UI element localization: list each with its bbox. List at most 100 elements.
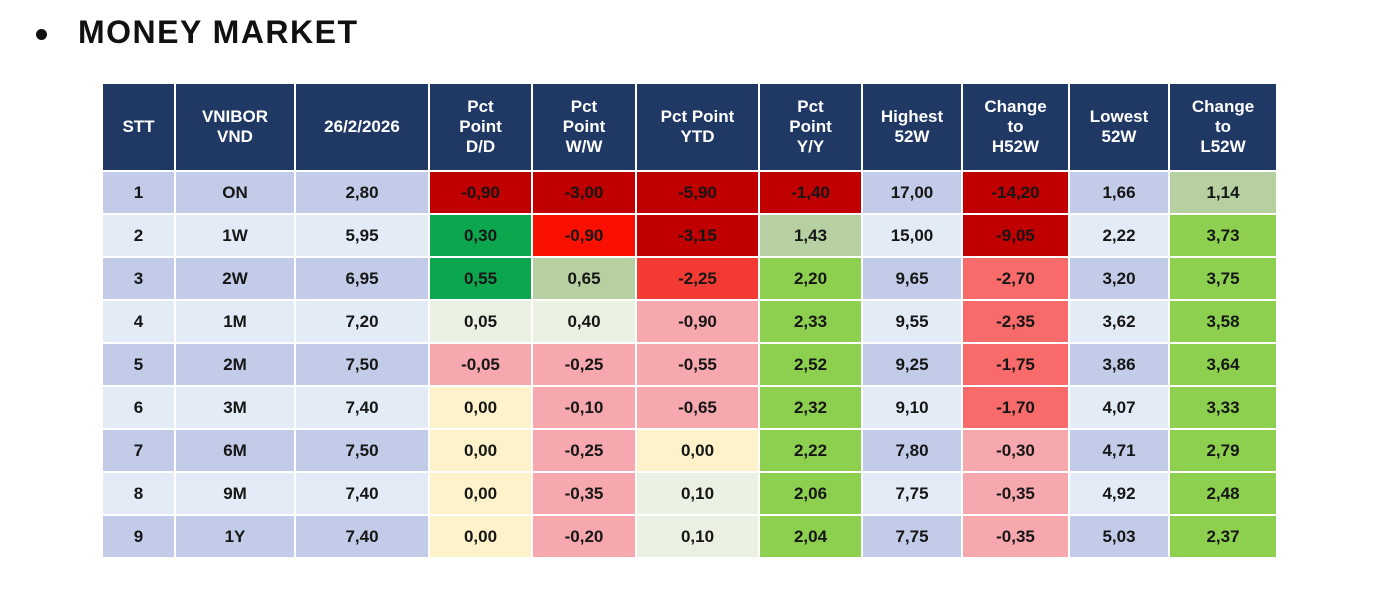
table-cell: 0,10 [637,516,758,557]
table-cell: -1,70 [963,387,1068,428]
table-cell: 7,75 [863,516,961,557]
table-cell: 3,86 [1070,344,1168,385]
table-cell: 2,06 [760,473,861,514]
column-header-ww: Pct Point W/W [533,84,635,170]
table-cell: 7,40 [296,473,428,514]
table-cell: -0,90 [430,172,531,213]
table-cell: 0,40 [533,301,635,342]
table-cell: -14,20 [963,172,1068,213]
table-cell: -0,90 [637,301,758,342]
table-cell: 0,00 [430,473,531,514]
table-cell: 3,75 [1170,258,1276,299]
column-header-l52: Lowest 52W [1070,84,1168,170]
table-cell: 17,00 [863,172,961,213]
table-cell: 2,22 [760,430,861,471]
column-header-yy: Pct Point Y/Y [760,84,861,170]
table-cell: 0,00 [430,387,531,428]
table-cell: -0,25 [533,344,635,385]
table-cell: 3,64 [1170,344,1276,385]
table-cell: 3 [103,258,174,299]
table-cell: 15,00 [863,215,961,256]
table-cell: 1,14 [1170,172,1276,213]
table-row: 6 3M 7,40 0,00 -0,10 -0,65 2,32 9,10 -1,70 4,07 3,… [103,387,1276,428]
table-row: 4 1M 7,20 0,05 0,40 -0,90 2,33 9,55 -2,35 3,62 3,5… [103,301,1276,342]
table-row: 2 1W 5,95 0,30 -0,90 -3,15 1,43 15,00 -9,05 2,22 3… [103,215,1276,256]
table-cell: 2,04 [760,516,861,557]
table-cell: 6 [103,387,174,428]
table-cell: -0,35 [963,516,1068,557]
table-cell: 4,07 [1070,387,1168,428]
table-cell: -0,55 [637,344,758,385]
table-cell: 1 [103,172,174,213]
table-cell: 1M [176,301,294,342]
table-cell: -0,35 [963,473,1068,514]
table-cell: -0,35 [533,473,635,514]
table-cell: 9,55 [863,301,961,342]
table-cell: 3,20 [1070,258,1168,299]
table-cell: 0,00 [430,430,531,471]
table-cell: -3,00 [533,172,635,213]
table-cell: -0,25 [533,430,635,471]
table-cell: 2M [176,344,294,385]
table-cell: -1,75 [963,344,1068,385]
section-title-row: MONEY MARKET [36,14,359,51]
table-cell: -9,05 [963,215,1068,256]
table-cell: 7,50 [296,430,428,471]
header-row: STT VNIBOR VND 26/2/2026 Pct Point D/D Pct P… [103,84,1276,170]
table-row: 9 1Y 7,40 0,00 -0,20 0,10 2,04 7,75 -0,35 5,03 2,3… [103,516,1276,557]
table-cell: 4,71 [1070,430,1168,471]
column-header-date: 26/2/2026 [296,84,428,170]
table-row: 1 ON 2,80 -0,90 -3,00 -5,90 -1,40 17,00 -14,20 1,… [103,172,1276,213]
table-cell: 3,33 [1170,387,1276,428]
column-header-ytd: Pct Point YTD [637,84,758,170]
table-row: 5 2M 7,50 -0,05 -0,25 -0,55 2,52 9,25 -1,75 3,86 3… [103,344,1276,385]
page-title: MONEY MARKET [78,14,359,50]
table-cell: 9,10 [863,387,961,428]
table-cell: 2,20 [760,258,861,299]
table-cell: 8 [103,473,174,514]
table-cell: 4 [103,301,174,342]
table-cell: 2W [176,258,294,299]
table-cell: 2,48 [1170,473,1276,514]
table-cell: 0,05 [430,301,531,342]
table-cell: 7 [103,430,174,471]
table-cell: 0,00 [430,516,531,557]
table-cell: -0,90 [533,215,635,256]
table-cell: 2,52 [760,344,861,385]
table-cell: 9M [176,473,294,514]
table-cell: 9,65 [863,258,961,299]
table-cell: 3,73 [1170,215,1276,256]
table-header: STT VNIBOR VND 26/2/2026 Pct Point D/D Pct P… [103,84,1276,170]
table-cell: 1W [176,215,294,256]
table-cell: 5,03 [1070,516,1168,557]
table-cell: -0,30 [963,430,1068,471]
table-body: 1 ON 2,80 -0,90 -3,00 -5,90 -1,40 17,00 -14,20 1,… [103,172,1276,557]
table-cell: 1,43 [760,215,861,256]
table-cell: 3M [176,387,294,428]
column-header-chg_l52: Change to L52W [1170,84,1276,170]
table-cell: 2,37 [1170,516,1276,557]
table-cell: -3,15 [637,215,758,256]
table-cell: 2,33 [760,301,861,342]
table-cell: 2 [103,215,174,256]
table-cell: 7,80 [863,430,961,471]
table-cell: 2,79 [1170,430,1276,471]
column-header-h52: Highest 52W [863,84,961,170]
table-cell: 2,80 [296,172,428,213]
table-cell: 7,20 [296,301,428,342]
table-cell: ON [176,172,294,213]
table-cell: 7,40 [296,387,428,428]
table-cell: 4,92 [1070,473,1168,514]
table-cell: 0,65 [533,258,635,299]
table-cell: 7,75 [863,473,961,514]
column-header-chg_h52: Change to H52W [963,84,1068,170]
table-row: 7 6M 7,50 0,00 -0,25 0,00 2,22 7,80 -0,30 4,71 2,7… [103,430,1276,471]
table-cell: -2,70 [963,258,1068,299]
table-cell: 1Y [176,516,294,557]
table-cell: 7,50 [296,344,428,385]
column-header-vnibor: VNIBOR VND [176,84,294,170]
table-cell: 2,22 [1070,215,1168,256]
money-market-table: STT VNIBOR VND 26/2/2026 Pct Point D/D Pct P… [101,82,1278,559]
table-cell: 0,55 [430,258,531,299]
table-cell: 0,30 [430,215,531,256]
